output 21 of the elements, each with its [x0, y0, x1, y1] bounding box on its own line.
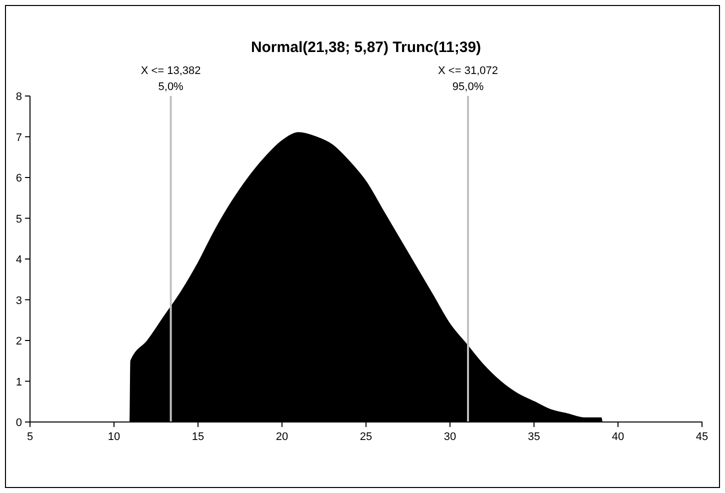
y-tick-label: 6 — [16, 172, 22, 184]
ref-line-label: X <= 13,382 5,0% — [140, 65, 201, 93]
y-tick-label: 8 — [16, 91, 22, 103]
x-tick-label: 30 — [444, 431, 456, 443]
ref-line-label: X <= 31,072 95,0% — [438, 65, 498, 93]
y-tick-label: 4 — [16, 254, 22, 266]
x-tick-label: 25 — [360, 431, 372, 443]
y-tick-label: 1 — [16, 376, 22, 388]
y-tick-label: 0 — [16, 417, 22, 429]
x-tick-label: 35 — [528, 431, 540, 443]
x-tick-label: 40 — [612, 431, 624, 443]
y-tick-label: 5 — [16, 213, 22, 226]
y-tick-label: 2 — [16, 336, 22, 348]
x-tick-label: 20 — [276, 431, 288, 443]
chart-title: Normal(21,38; 5,87) Trunc(11;39) — [250, 39, 482, 56]
x-tick-label: 5 — [26, 431, 34, 443]
x-tick-label: 10 — [108, 431, 120, 443]
y-tick-label: 7 — [16, 132, 22, 144]
x-tick-label: 15 — [192, 431, 204, 443]
y-tick-label: 3 — [16, 294, 22, 307]
x-tick-label: 45 — [696, 431, 708, 443]
